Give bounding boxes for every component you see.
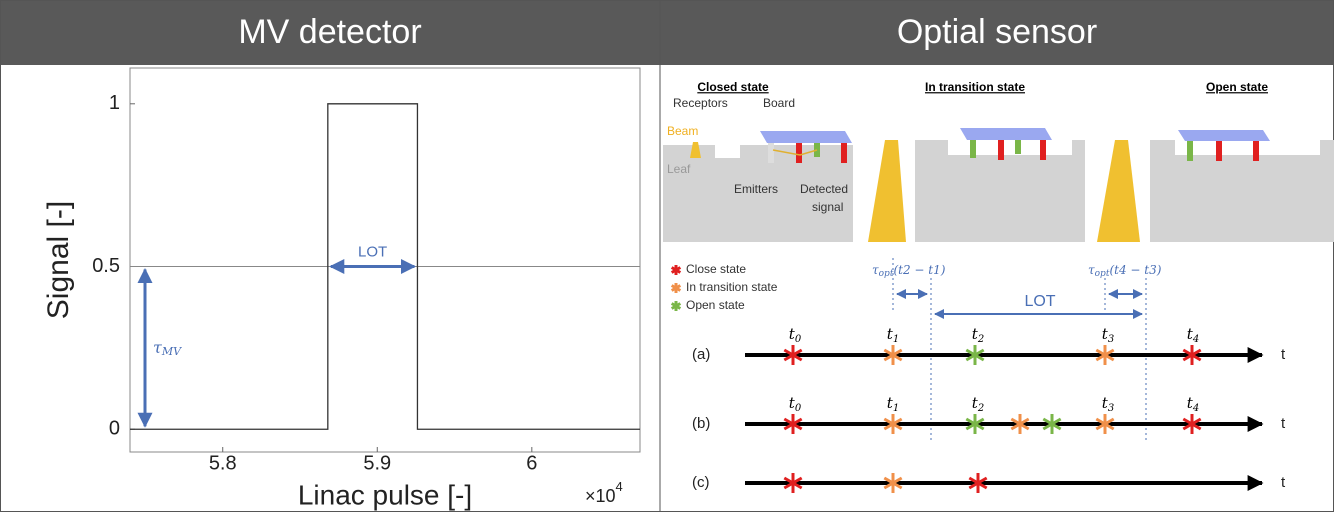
lot-label: LOT xyxy=(1024,293,1055,310)
beam xyxy=(868,140,906,242)
time-sub: 1 xyxy=(893,334,899,345)
time-label: t0 xyxy=(789,325,802,345)
tau-sub: MV xyxy=(161,345,182,358)
tau-label: τopt(t4 − t3) xyxy=(1088,263,1162,279)
receptor xyxy=(970,140,976,158)
chart: 0 0.5 1 5.8 5.9 6 Signal [-] Linac pulse [-] ×10… xyxy=(42,68,640,510)
multiplier-exp: 4 xyxy=(616,479,623,494)
time-sub: 0 xyxy=(795,403,802,414)
tau-sub: opt xyxy=(1095,269,1110,279)
receptor xyxy=(1015,140,1021,154)
row-label: (c) xyxy=(692,474,710,491)
tau-rest: (t2 − t1) xyxy=(893,263,945,277)
time-label: t4 xyxy=(1187,394,1199,414)
part-label: Detected xyxy=(800,182,848,196)
row-label: (b) xyxy=(692,415,710,432)
emitter xyxy=(841,143,847,163)
y-tick-label: 0 xyxy=(109,418,120,440)
part-label: Receptors xyxy=(673,96,728,110)
row-label: (a) xyxy=(692,346,710,363)
receptor xyxy=(1187,141,1193,161)
part-label: signal xyxy=(812,200,843,214)
emitter xyxy=(998,140,1004,160)
lot-label: LOT xyxy=(358,243,387,260)
state-title: Open state xyxy=(1206,80,1268,94)
x-axis-label: Linac pulse [-] xyxy=(298,479,472,510)
time-label: t1 xyxy=(887,325,899,345)
board xyxy=(1178,130,1270,141)
axis-label: t xyxy=(1281,346,1286,363)
part-label: Beam xyxy=(667,124,698,138)
y-tick-label: 1 xyxy=(109,92,120,114)
time-sub: 3 xyxy=(1108,403,1114,414)
part-label: Leaf xyxy=(667,162,691,176)
emitter xyxy=(1216,141,1222,161)
time-label: t3 xyxy=(1102,394,1114,414)
timelines: (a) t t0 t1 t2 t3 t4 (b) t t0 t1 t2 t3 t4 (c) t xyxy=(672,265,1286,493)
time-sub: 1 xyxy=(893,403,899,414)
tau-mv-label: τMV xyxy=(153,337,182,358)
part-label: Board xyxy=(763,96,795,110)
time-label: t0 xyxy=(789,394,802,414)
time-label: t2 xyxy=(972,394,984,414)
x-multiplier: ×104 xyxy=(585,479,623,505)
axis-label: t xyxy=(1281,415,1286,432)
tau-rest: (t4 − t3) xyxy=(1109,263,1161,277)
y-tick-label: 0.5 xyxy=(92,255,120,277)
time-label: t2 xyxy=(972,325,984,345)
time-label: t4 xyxy=(1187,325,1199,345)
header-title: MV detector xyxy=(238,13,421,51)
tau-label: τopt(t2 − t1) xyxy=(872,263,946,279)
y-axis-label: Signal [-] xyxy=(42,201,75,319)
time-sub: 4 xyxy=(1192,403,1199,414)
multiplier-base: ×10 xyxy=(585,486,616,506)
state-title: Closed state xyxy=(697,80,769,94)
legend-label: Open state xyxy=(686,298,745,312)
state-marker xyxy=(672,283,681,293)
legend-label: In transition state xyxy=(686,280,778,294)
emitter xyxy=(1040,140,1046,160)
time-label: t1 xyxy=(887,394,899,414)
x-tick-label: 5.8 xyxy=(209,452,237,474)
time-sub: 2 xyxy=(977,334,984,345)
state-marker xyxy=(672,301,681,311)
time-sub: 2 xyxy=(977,403,984,414)
beam xyxy=(690,142,701,158)
state-marker xyxy=(672,265,681,275)
tau-sub: opt xyxy=(879,269,894,279)
time-sub: 4 xyxy=(1192,334,1199,345)
border xyxy=(1,1,1334,512)
receptor xyxy=(768,143,774,163)
x-tick-label: 5.9 xyxy=(363,452,391,474)
leaf xyxy=(1150,140,1334,242)
time-sub: 0 xyxy=(795,334,802,345)
axis-label: t xyxy=(1281,474,1286,491)
header-title: Optial sensor xyxy=(897,13,1097,51)
board xyxy=(960,128,1052,140)
beam xyxy=(1097,140,1140,242)
time-sub: 3 xyxy=(1108,334,1114,345)
legend-label: Close state xyxy=(686,262,746,276)
header-bar xyxy=(0,0,1334,65)
emitter xyxy=(796,143,802,163)
state-title: In transition state xyxy=(925,80,1025,94)
figure: MV detector Optial sensor 0 0.5 1 5.8 5.9 6 Si… xyxy=(0,0,1334,512)
emitter xyxy=(1253,141,1259,161)
diagram: Closed state In transition state Open st… xyxy=(663,80,1334,493)
part-label: Emitters xyxy=(734,182,778,196)
time-label: t3 xyxy=(1102,325,1114,345)
x-tick-label: 6 xyxy=(526,452,537,474)
board xyxy=(760,131,852,143)
